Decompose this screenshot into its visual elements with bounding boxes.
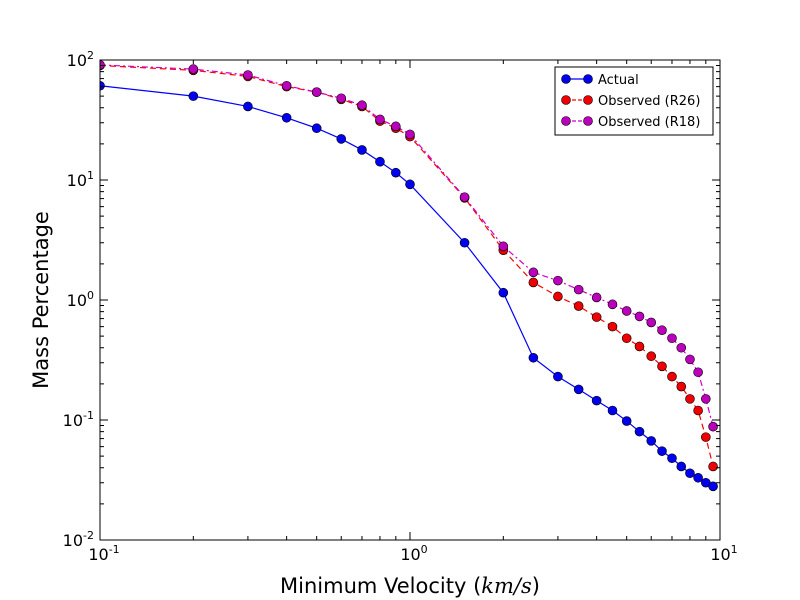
data-point-series-1 <box>336 134 347 144</box>
data-point-series-1 <box>357 145 367 155</box>
y-tick-label: 100 <box>67 289 94 310</box>
series-line-1 <box>100 85 714 487</box>
legend: Actual Observed (R26) Observed (R18) <box>554 66 714 136</box>
legend-label: Observed (R26) <box>598 94 700 109</box>
data-point-series-1 <box>405 179 415 190</box>
data-point-series-1 <box>621 416 632 426</box>
data-point-series-2 <box>646 351 657 362</box>
data-point-series-1 <box>281 112 292 123</box>
data-point-series-1 <box>634 426 645 437</box>
data-point-series-2 <box>667 371 677 382</box>
data-point-series-3 <box>646 317 657 328</box>
data-point-series-1 <box>391 167 401 178</box>
x-axis-label: Minimum Velocity (km/s) <box>280 574 540 598</box>
data-point-series-3 <box>634 311 645 322</box>
data-point-series-2 <box>573 301 584 311</box>
y-tick-label: 10-2 <box>63 529 94 550</box>
legend-label: Actual <box>598 73 639 88</box>
data-point-series-1 <box>243 101 253 112</box>
data-point-series-3 <box>685 354 695 365</box>
data-point-series-1 <box>685 468 695 479</box>
data-point-series-2 <box>591 312 602 322</box>
data-point-series-3 <box>375 114 385 125</box>
x-tick-label: 101 <box>710 543 737 564</box>
data-point-series-1 <box>459 237 470 248</box>
data-point-series-1 <box>708 481 718 492</box>
data-point-series-2 <box>607 321 618 332</box>
data-point-series-3 <box>336 93 347 104</box>
data-point-series-3 <box>459 192 470 202</box>
data-point-series-1 <box>607 405 618 416</box>
legend-frame <box>554 66 714 136</box>
data-point-series-3 <box>498 241 509 252</box>
tick-layer <box>99 60 720 541</box>
data-point-series-3 <box>667 333 677 344</box>
data-point-series-1 <box>553 371 563 382</box>
legend-marker <box>561 74 571 84</box>
y-tick-label: 101 <box>67 169 94 190</box>
x-tick-label: 100 <box>400 543 427 564</box>
legend-label: Observed (R18) <box>598 115 700 130</box>
data-point-series-1 <box>498 287 509 298</box>
legend-marker <box>583 95 593 105</box>
data-point-series-3 <box>607 299 618 310</box>
series-layer <box>100 60 718 492</box>
data-point-series-1 <box>591 395 602 406</box>
y-tick-label: 102 <box>67 49 94 70</box>
data-point-series-3 <box>528 267 539 278</box>
data-point-series-2 <box>621 333 632 344</box>
data-point-series-3 <box>243 70 253 80</box>
data-point-series-1 <box>667 453 677 464</box>
data-point-series-2 <box>676 381 687 392</box>
data-point-series-3 <box>281 80 292 91</box>
y-tick-label: 10-1 <box>63 409 94 430</box>
data-point-series-1 <box>311 123 322 134</box>
data-point-series-2 <box>553 291 563 302</box>
data-point-series-3 <box>188 64 199 74</box>
data-point-series-3 <box>657 325 667 336</box>
data-point-series-1 <box>100 80 105 91</box>
data-point-series-3 <box>621 306 632 316</box>
data-point-series-1 <box>573 384 584 395</box>
data-point-series-2 <box>634 341 645 352</box>
data-point-series-1 <box>375 156 385 167</box>
data-point-series-1 <box>646 436 657 446</box>
data-point-series-1 <box>528 352 539 363</box>
data-point-series-2 <box>685 394 695 404</box>
legend-marker <box>583 74 593 84</box>
data-point-series-3 <box>701 394 711 404</box>
data-point-series-1 <box>188 91 199 101</box>
data-point-series-3 <box>311 87 322 97</box>
data-point-series-3 <box>676 342 687 353</box>
data-point-series-2 <box>528 277 539 288</box>
x-tick-label: 10-1 <box>88 543 119 564</box>
data-point-series-3 <box>708 421 718 432</box>
data-point-series-3 <box>573 284 584 295</box>
data-point-series-1 <box>693 472 703 483</box>
data-point-series-1 <box>676 461 687 472</box>
data-point-series-3 <box>405 129 415 140</box>
data-point-series-3 <box>100 60 105 70</box>
legend-marker <box>561 95 571 105</box>
data-point-series-1 <box>657 446 667 456</box>
legend-marker <box>583 116 593 126</box>
data-point-series-3 <box>553 275 563 286</box>
data-point-series-3 <box>591 292 602 303</box>
data-point-series-2 <box>701 432 711 442</box>
data-point-series-3 <box>391 121 401 132</box>
y-axis-label: Mass Percentage <box>29 211 53 389</box>
data-point-series-3 <box>357 100 367 111</box>
legend-marker <box>561 116 571 126</box>
data-point-series-2 <box>708 461 718 472</box>
data-point-series-2 <box>657 361 667 372</box>
data-point-series-2 <box>693 405 703 416</box>
data-point-series-3 <box>693 367 703 378</box>
